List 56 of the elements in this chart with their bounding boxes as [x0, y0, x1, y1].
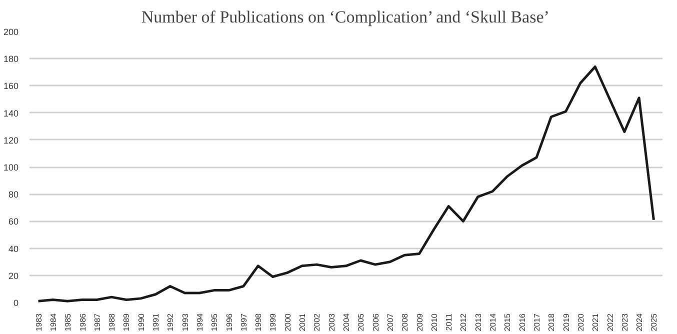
x-tick-label: 2004 — [342, 312, 351, 332]
x-tick-label: 1992 — [166, 312, 176, 332]
x-tick-label: 2011 — [444, 312, 454, 331]
x-tick-label: 1986 — [78, 312, 88, 332]
x-tick-label: 1995 — [210, 312, 220, 332]
x-tick-label: 2021 — [591, 312, 600, 332]
x-tick-label: 1993 — [180, 312, 190, 332]
x-tick-label: 2003 — [327, 312, 336, 332]
x-tick-label: 2009 — [415, 312, 424, 332]
x-tick-label: 2002 — [312, 312, 322, 332]
y-tick-label: 100 — [3, 162, 19, 172]
x-tick-label: 2007 — [386, 312, 395, 332]
x-tick-label: 2006 — [371, 312, 380, 332]
y-tick-label: 160 — [3, 81, 19, 92]
x-tick-label: 1984 — [48, 312, 58, 332]
x-tick-label: 1994 — [195, 312, 204, 332]
x-tick-label: 2018 — [547, 312, 556, 332]
x-tick-label: 2024 — [635, 312, 644, 332]
y-tick-label: 180 — [3, 54, 19, 64]
x-tick-label: 1998 — [254, 312, 264, 332]
x-tick-label: 2013 — [474, 312, 483, 332]
x-tick-label: 2014 — [488, 312, 498, 332]
x-tick-label: 2012 — [459, 312, 468, 332]
x-tick-label: 1997 — [239, 312, 248, 332]
x-tick-label: 2023 — [620, 312, 630, 332]
y-tick-label: 0 — [13, 298, 19, 308]
x-tick-label: 2022 — [606, 312, 615, 332]
y-tick-label: 60 — [8, 216, 19, 227]
x-tick-label: 2019 — [562, 312, 571, 332]
chart-title: Number of Publications on ‘Complication’ and ‘Skull Base’ — [141, 8, 550, 26]
y-tick-label: 40 — [8, 244, 19, 254]
x-tick-label: 1988 — [108, 312, 117, 332]
y-tick-label: 120 — [3, 135, 19, 146]
x-tick-label: 1991 — [152, 312, 161, 332]
x-tick-label: 2025 — [650, 312, 659, 332]
x-tick-label: 2005 — [356, 312, 366, 332]
x-tick-label: 1999 — [268, 312, 278, 332]
x-tick-label: 2015 — [503, 312, 512, 332]
x-tick-label: 2010 — [430, 312, 439, 332]
x-tick-label: 2016 — [518, 312, 527, 332]
x-tick-label: 2020 — [576, 312, 586, 332]
y-tick-label: 20 — [8, 270, 19, 281]
x-tick-label: 1996 — [224, 312, 234, 332]
y-tick-label: 80 — [8, 190, 19, 200]
x-tick-label: 1985 — [64, 312, 73, 332]
x-tick-label: 2008 — [400, 312, 410, 332]
x-tick-label: 1983 — [34, 312, 44, 332]
line-series — [37, 65, 655, 302]
x-tick-label: 2000 — [283, 312, 292, 332]
y-tick-label: 140 — [3, 108, 19, 118]
x-tick-label: 1990 — [136, 312, 146, 332]
x-tick-label: 1987 — [92, 312, 102, 332]
x-tick-label: 2017 — [532, 312, 542, 332]
y-tick-label: 200 — [3, 27, 19, 37]
x-tick-label: 1989 — [122, 312, 132, 332]
x-tick-label: 2001 — [298, 312, 308, 332]
